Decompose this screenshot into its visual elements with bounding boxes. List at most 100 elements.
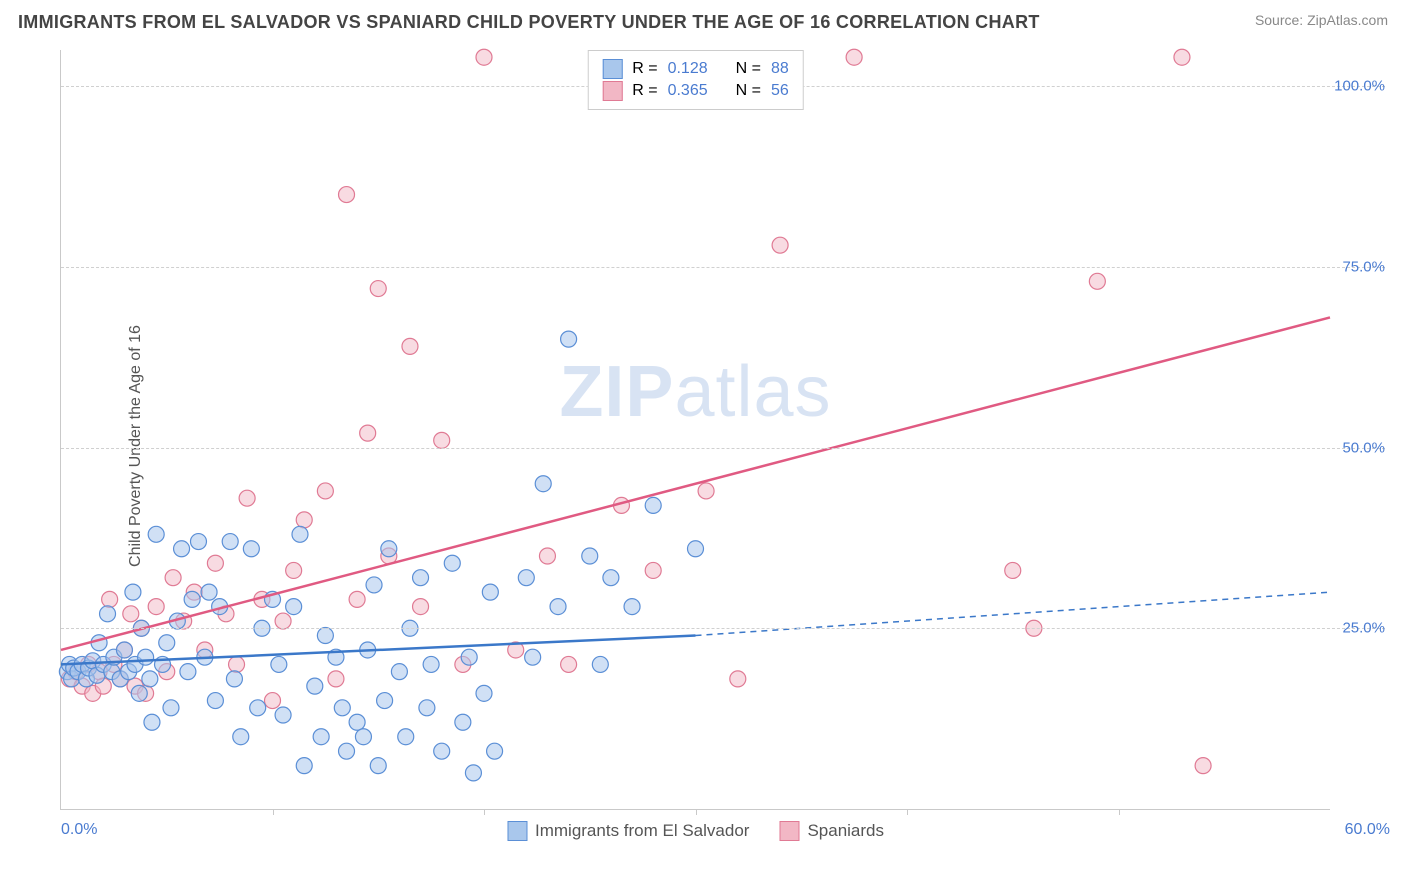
data-point [413, 599, 429, 615]
data-point [349, 714, 365, 730]
correlation-legend: R = 0.128 N = 88 R = 0.365 N = 56 [587, 50, 804, 110]
data-point [419, 700, 435, 716]
data-point [339, 187, 355, 203]
data-point [487, 743, 503, 759]
r-value-1: 0.365 [668, 82, 708, 100]
data-point [100, 606, 116, 622]
data-point [296, 512, 312, 528]
data-point [1174, 49, 1190, 65]
data-point [688, 541, 704, 557]
data-point [455, 714, 471, 730]
chart-title: IMMIGRANTS FROM EL SALVADOR VS SPANIARD … [18, 12, 1040, 33]
data-point [366, 577, 382, 593]
data-point [292, 526, 308, 542]
data-point [148, 526, 164, 542]
data-point [142, 671, 158, 687]
data-point [296, 758, 312, 774]
data-point [328, 671, 344, 687]
data-point [535, 476, 551, 492]
data-point [226, 671, 242, 687]
data-point [561, 331, 577, 347]
swatch-series-0 [602, 59, 622, 79]
data-point [239, 490, 255, 506]
swatch-series-1 [602, 81, 622, 101]
data-point [286, 599, 302, 615]
data-point [465, 765, 481, 781]
chart-container: Child Poverty Under the Age of 16 ZIPatl… [50, 50, 1390, 842]
series-legend: Immigrants from El Salvador Spaniards [507, 821, 884, 841]
data-point [222, 534, 238, 550]
plot-svg [61, 50, 1330, 809]
legend-label-1: Spaniards [807, 821, 884, 841]
data-point [434, 743, 450, 759]
data-point [286, 562, 302, 578]
y-tick-label: 25.0% [1342, 620, 1385, 637]
x-axis-max-label: 60.0% [1345, 821, 1390, 839]
data-point [339, 743, 355, 759]
data-point [377, 693, 393, 709]
data-point [381, 541, 397, 557]
trend-line [61, 317, 1330, 650]
data-point [370, 758, 386, 774]
legend-swatch-0 [507, 821, 527, 841]
data-point [772, 237, 788, 253]
data-point [355, 729, 371, 745]
data-point [476, 49, 492, 65]
n-label-1: N = [736, 82, 761, 100]
data-point [592, 656, 608, 672]
data-point [349, 591, 365, 607]
data-point [461, 649, 477, 665]
data-point [116, 642, 132, 658]
data-point [125, 584, 141, 600]
plot-area: ZIPatlas R = 0.128 N = 88 R = 0.365 N = … [60, 50, 1330, 810]
data-point [370, 281, 386, 297]
r-label-1: R = [632, 82, 657, 100]
n-label-0: N = [736, 60, 761, 78]
data-point [434, 432, 450, 448]
data-point [846, 49, 862, 65]
data-point [645, 497, 661, 513]
data-point [201, 584, 217, 600]
data-point [444, 555, 460, 571]
n-value-1: 56 [771, 82, 789, 100]
data-point [184, 591, 200, 607]
data-point [229, 656, 245, 672]
data-point [1005, 562, 1021, 578]
data-point [144, 714, 160, 730]
data-point [603, 570, 619, 586]
data-point [180, 664, 196, 680]
data-point [174, 541, 190, 557]
data-point [250, 700, 266, 716]
data-point [423, 656, 439, 672]
y-tick-label: 50.0% [1342, 439, 1385, 456]
chart-source: Source: ZipAtlas.com [1255, 12, 1388, 28]
r-label-0: R = [632, 60, 657, 78]
data-point [243, 541, 259, 557]
data-point [391, 664, 407, 680]
data-point [148, 599, 164, 615]
data-point [275, 707, 291, 723]
data-point [730, 671, 746, 687]
data-point [561, 656, 577, 672]
data-point [645, 562, 661, 578]
y-tick-label: 100.0% [1334, 78, 1385, 95]
data-point [307, 678, 323, 694]
data-point [123, 606, 139, 622]
data-point [271, 656, 287, 672]
data-point [476, 685, 492, 701]
data-point [207, 693, 223, 709]
data-point [159, 635, 175, 651]
data-point [317, 628, 333, 644]
data-point [334, 700, 350, 716]
data-point [313, 729, 329, 745]
data-point [190, 534, 206, 550]
data-point [624, 599, 640, 615]
legend-swatch-1 [779, 821, 799, 841]
y-tick-label: 75.0% [1342, 258, 1385, 275]
data-point [138, 649, 154, 665]
data-point [398, 729, 414, 745]
data-point [582, 548, 598, 564]
data-point [1089, 273, 1105, 289]
data-point [165, 570, 181, 586]
r-value-0: 0.128 [668, 60, 708, 78]
